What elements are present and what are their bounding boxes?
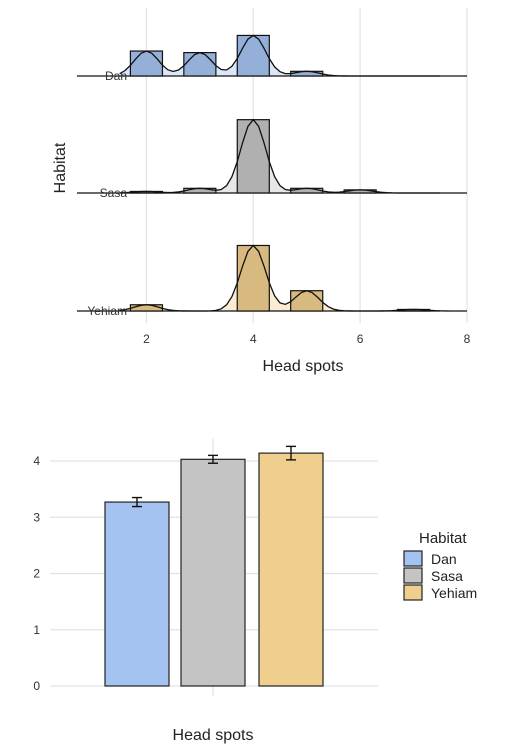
ridge-histogram-bar [290,290,324,312]
bar-dan [104,501,170,687]
legend-swatch [403,550,423,567]
ridge-histogram-bar [129,50,164,77]
legend-label: Yehiam [431,585,477,601]
ridgeline-layers [76,34,468,312]
legend-label: Sasa [431,568,463,584]
ridgeline-category-label: Yehiam [87,304,127,318]
legend-swatch [403,567,423,584]
ridge-histogram-bar [290,70,324,77]
bar-x-axis-title: Head spots [173,727,254,744]
ridge-density-line [119,244,467,312]
bar-y-tick-label: 2 [33,567,40,581]
ridgeline-x-tick-label: 8 [464,332,471,346]
ridgeline-x-tick-label: 2 [143,332,150,346]
ridgeline-x-tick-labels: 2 4 6 8 [143,332,471,346]
ridgeline-category-label: Dan [105,69,127,83]
ridgeline-category-labels: Dan Sasa Yehiam [87,69,127,318]
ridgeline-x-tick-label: 4 [250,332,257,346]
ridge-dan [76,34,468,77]
bar-panel: 0 1 2 3 4 Head spots [33,438,378,744]
ridge-density-fill [119,35,468,76]
bar-y-tick-label: 1 [33,623,40,637]
ridge-yehiam [76,244,468,312]
ridge-sasa [76,118,468,194]
ridgeline-category-label: Sasa [100,186,128,200]
bar-series [104,445,324,687]
ridgeline-x-axis-title: Head spots [263,358,344,375]
bar-yehiam [258,452,324,687]
bar-y-tick-label: 0 [33,679,40,693]
ridge-density-line [119,34,467,77]
ridge-histogram-bar [236,119,270,194]
bar-y-tick-labels: 0 1 2 3 4 [33,454,40,693]
ridge-density-fill [119,119,468,193]
ridge-histogram-bar [236,244,270,312]
ridge-histogram-bar [290,187,324,194]
ridge-histogram-bar [183,51,217,77]
ridgeline-y-axis-title: Habitat [52,142,69,193]
legend-label: Dan [431,551,457,567]
ridgeline-panel: Dan Sasa Yehiam 2 4 6 8 Head spots Habitat [52,8,471,375]
ridge-histogram-bar [183,187,217,194]
ridgeline-x-tick-label: 6 [357,332,364,346]
bar-sasa [180,458,246,687]
ridge-histogram-bar [236,34,270,77]
bar-y-tick-label: 4 [33,454,40,468]
legend-swatch [403,584,423,601]
legend-title: Habitat [419,530,467,547]
ridge-histogram-bar [129,304,164,312]
bar-y-tick-label: 3 [33,510,40,524]
ridge-density-line [119,118,467,194]
